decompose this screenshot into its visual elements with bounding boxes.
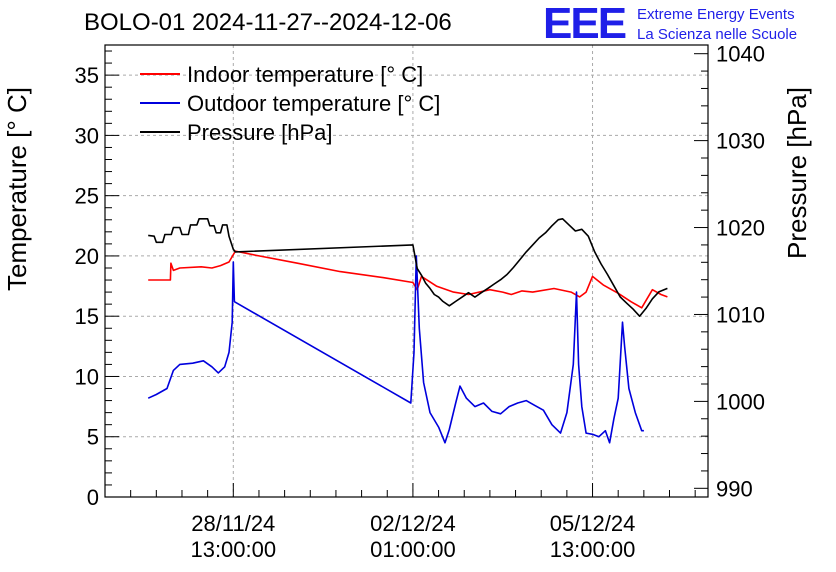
y2-tick-label: 1030 [716, 129, 765, 154]
y-tick-label: 0 [87, 485, 99, 510]
logo-line-2: La Scienza nelle Scuole [637, 26, 798, 43]
x-tick-label-date: 28/11/24 [191, 511, 275, 536]
x-tick-label-date: 02/12/24 [370, 511, 456, 536]
y-tick-label: 20 [75, 244, 99, 269]
y-tick-label: 5 [87, 425, 99, 450]
logo-line-1: Extreme Energy Events [637, 6, 795, 23]
y-tick-label: 15 [75, 304, 99, 329]
series-layer [147, 218, 668, 444]
series-line-indoor [148, 250, 668, 309]
chart-title: BOLO-01 2024-11-27--2024-12-06 [84, 9, 452, 36]
series-line-pressure [148, 218, 668, 318]
series-line-outdoor [147, 255, 644, 444]
grid-layer [105, 45, 708, 497]
legend-label: Indoor temperature [° C] [187, 62, 423, 87]
x-tick-label-time: 13:00:00 [550, 537, 636, 562]
eee-logo-mark: EEE [543, 0, 627, 48]
legend-label: Outdoor temperature [° C] [187, 91, 440, 116]
y-tick-label: 35 [75, 63, 99, 88]
y-tick-label: 10 [75, 364, 99, 389]
axis-layer: 0 5 10 15 20 25 30 35 990 1000 1010 1020 1030 1040 28/… [75, 42, 765, 562]
y-tick-label: 30 [75, 123, 99, 148]
y2-tick-label: 1020 [716, 216, 765, 241]
y2-tick-label: 1010 [716, 302, 765, 327]
y-tick-label: 25 [75, 184, 99, 209]
y2-tick-label: 1000 [716, 389, 765, 414]
legend-label: Pressure [hPa] [187, 120, 333, 145]
y2-axis-title: Pressure [hPa] [782, 87, 812, 259]
eee-logo: EEE Extreme Energy Events La Scienza nel… [543, 2, 833, 46]
plot-frame [104, 44, 709, 498]
x-tick-label-time: 13:00:00 [190, 537, 276, 562]
y2-tick-label: 1040 [716, 42, 765, 67]
x-tick-label-date: 05/12/24 [550, 511, 636, 536]
legend: Indoor temperature [° C] Outdoor temperat… [140, 62, 440, 145]
y2-tick-label: 990 [716, 476, 753, 501]
y-axis-title: Temperature [° C] [2, 87, 32, 291]
x-tick-label-time: 01:00:00 [370, 537, 456, 562]
